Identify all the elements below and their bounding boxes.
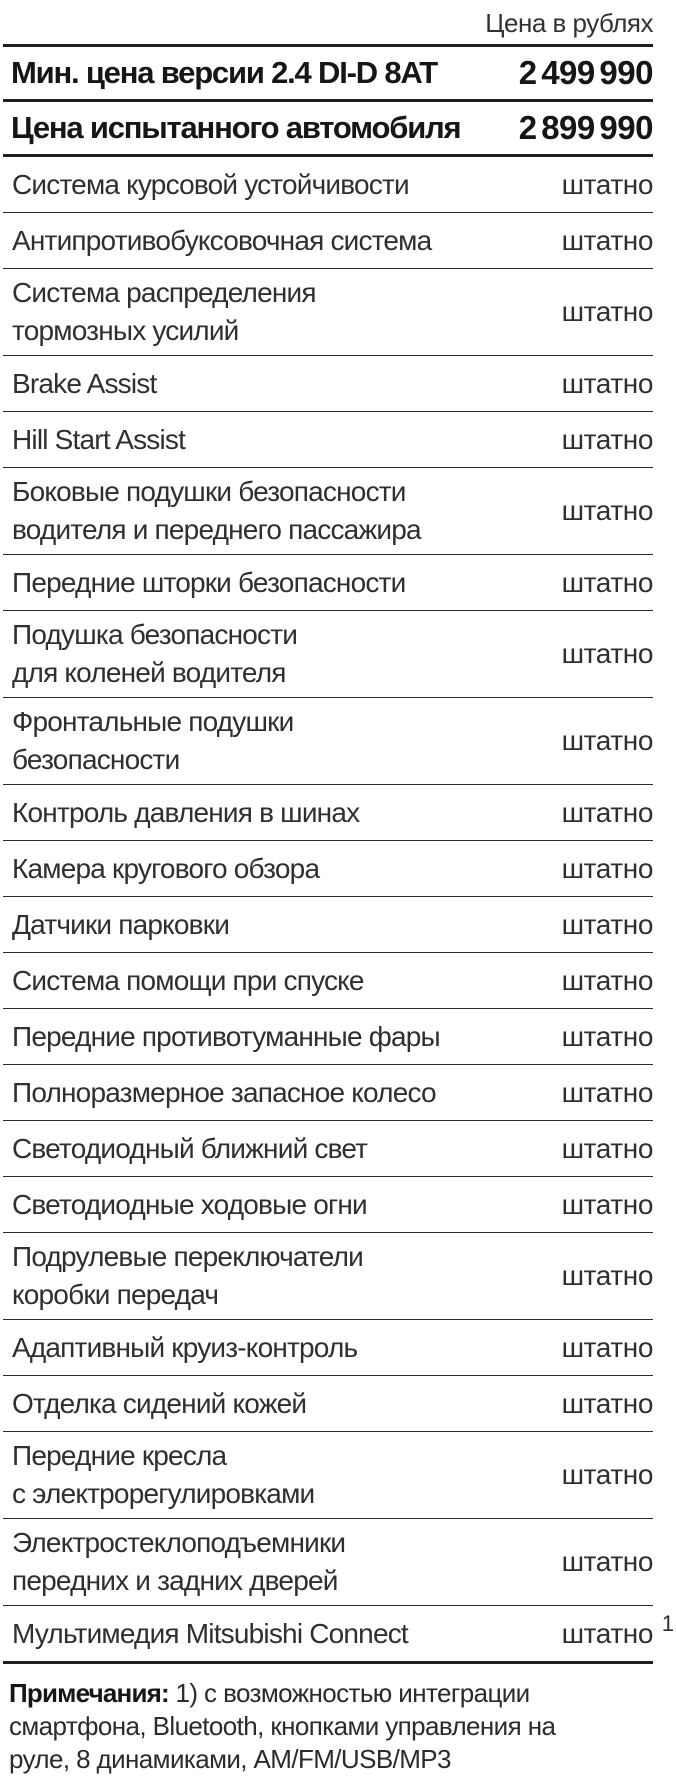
feature-value: штатно [561,1188,654,1220]
price-table: Мин. цена версии 2.4 DI-D 8AT 2 499 990 … [3,44,674,1664]
feature-label: Система помощи при спуске [12,964,365,996]
feature-value: штатно [561,566,654,598]
feature-label: Боковые подушки безопасности водителя и … [12,476,422,545]
feature-row: Подрулевые переключатели коробки передач… [3,1233,653,1320]
feature-value: штатно 1 [561,1610,674,1649]
feature-value: штатно [561,1020,654,1052]
feature-value: штатно [561,1076,654,1108]
tested-car-price-row: Цена испытанного автомобиля 2 899 990 [3,102,654,157]
feature-label: Электростеклоподъемники передних и задни… [12,1527,346,1596]
feature-row: Фронтальные подушки безопасности штатно [3,698,653,785]
min-version-price-value: 2 499 990 [518,54,654,91]
feature-row: Система распределения тормозных усилий ш… [3,269,653,356]
tested-car-price-value: 2 899 990 [518,109,654,146]
feature-label: Фронтальные подушки безопасности [12,706,294,775]
price-unit-label: Цена в рублях [485,8,653,38]
feature-value: штатно [561,796,654,828]
feature-label: Антипротивобуксовочная система [12,224,432,256]
feature-row: Система курсовой устойчивости штатно [3,157,653,213]
feature-row: Светодиодный ближний свет штатно [3,1121,653,1177]
feature-label: Передние противотуманные фары [12,1020,441,1052]
feature-label: Brake Assist [12,367,157,399]
feature-row: Адаптивный круиз-контроль штатно [3,1320,653,1376]
feature-row: Полноразмерное запасное колесо штатно [3,1065,653,1121]
feature-label: Светодиодные ходовые огни [12,1188,368,1220]
feature-label: Светодиодный ближний свет [12,1132,368,1164]
feature-row: Камера кругового обзора штатно [3,841,653,897]
feature-value: штатно [561,168,654,200]
feature-row: Hill Start Assist штатно [3,412,653,468]
feature-row: Передние кресла с электрорегулировками ш… [3,1432,653,1519]
feature-label: Датчики парковки [12,908,230,940]
feature-label: Адаптивный круиз-контроль [12,1331,358,1363]
feature-row: Отделка сидений кожей штатно [3,1376,653,1432]
feature-value: штатно [561,224,654,256]
feature-row: Контроль давления в шинах штатно [3,785,653,841]
feature-value: штатно [561,964,654,996]
feature-label: Мультимедия Mitsubishi Connect [12,1617,409,1649]
feature-value: штатно [561,296,654,327]
feature-value: штатно [561,1132,654,1164]
feature-value: штатно [561,852,654,884]
feature-row: Передние шторки безопасности штатно [3,555,653,611]
min-version-price-row: Мин. цена версии 2.4 DI-D 8AT 2 499 990 [3,47,654,102]
feature-row: Система помощи при спуске штатно [3,953,653,1009]
feature-label: Система распределения тормозных усилий [12,277,317,346]
feature-label: Подушка безопасности для коленей водител… [12,619,298,688]
feature-label: Подрулевые переключатели коробки передач [12,1241,364,1310]
feature-row: Датчики парковки штатно [3,897,653,953]
feature-row: Антипротивобуксовочная система штатно [3,213,653,269]
notes-title: Примечания: [9,1678,170,1708]
feature-row: Светодиодные ходовые огни штатно [3,1177,653,1233]
feature-row: Мультимедия Mitsubishi Connect штатно 1 [3,1606,674,1661]
notes: Примечания: 1) с возможностью интеграции… [3,1677,609,1776]
feature-label: Передние шторки безопасности [12,566,406,598]
feature-row: Brake Assist штатно [3,356,653,412]
feature-label: Полноразмерное запасное колесо [12,1076,437,1108]
feature-value: штатно [561,1459,654,1490]
feature-value: штатно [561,367,654,399]
feature-value: штатно [561,1387,654,1419]
feature-value: штатно [561,423,654,455]
feature-value: штатно [561,908,654,940]
feature-label: Камера кругового обзора [12,852,320,884]
feature-row: Подушка безопасности для коленей водител… [3,611,653,698]
feature-label: Контроль давления в шинах [12,796,360,828]
feature-value: штатно [561,1331,654,1363]
feature-label: Hill Start Assist [12,423,186,455]
feature-value: штатно [561,638,654,669]
feature-row: Электростеклоподъемники передних и задни… [3,1519,653,1606]
feature-value: штатно [561,725,654,756]
feature-label: Передние кресла с электрорегулировками [12,1440,315,1509]
tested-car-price-label: Цена испытанного автомобиля [11,110,462,145]
feature-value: штатно [561,1260,654,1291]
feature-label: Система курсовой устойчивости [12,168,410,200]
feature-row: Передние противотуманные фары штатно [3,1009,653,1065]
feature-value: штатно [561,495,654,526]
min-version-price-label: Мин. цена версии 2.4 DI-D 8AT [11,55,438,90]
feature-label: Отделка сидений кожей [12,1387,307,1419]
feature-rows: Система курсовой устойчивости штатно Ант… [3,157,674,1661]
feature-value: штатно [561,1546,654,1577]
footnote-marker: 1 [661,1610,674,1636]
feature-row: Боковые подушки безопасности водителя и … [3,468,653,555]
